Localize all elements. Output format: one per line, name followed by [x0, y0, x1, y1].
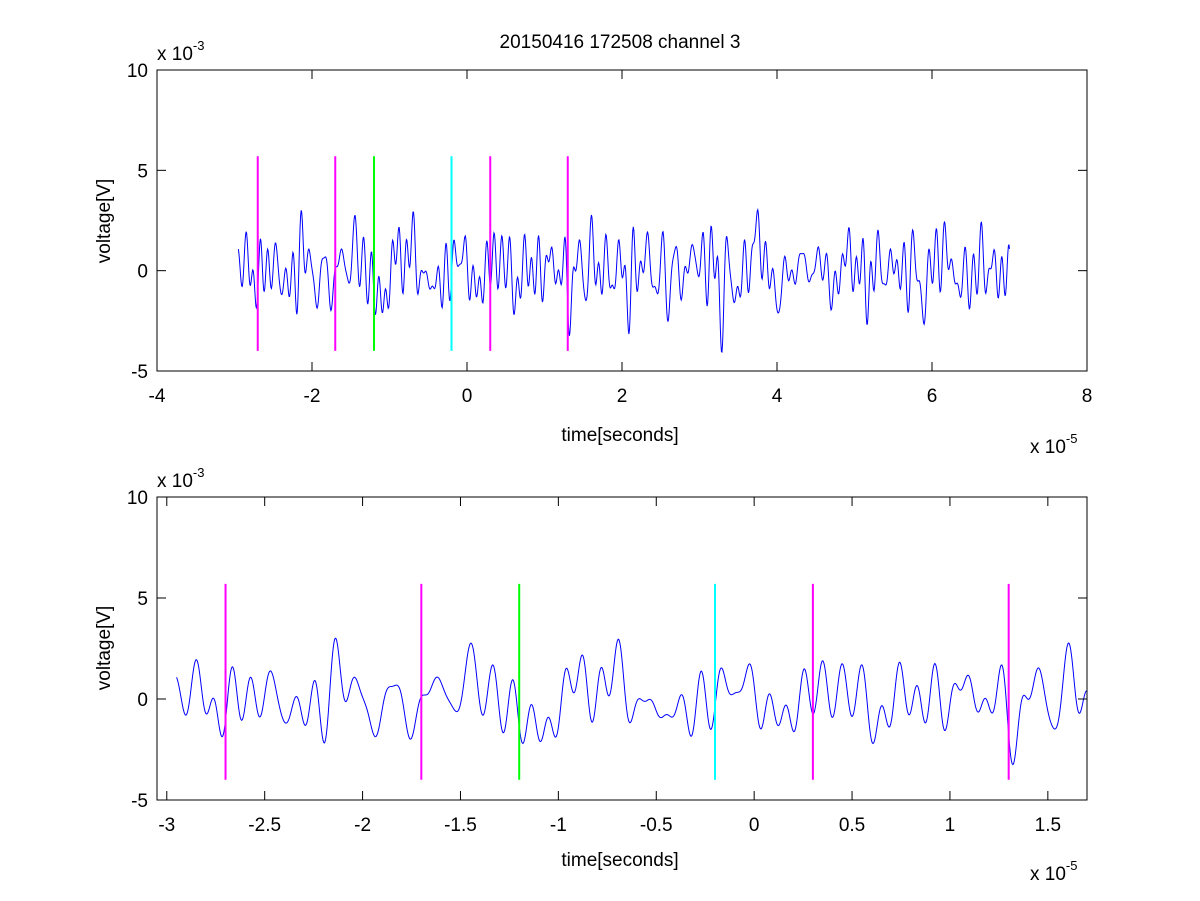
bottom-plot-markers	[224, 583, 1010, 780]
top-plot-xlabel: time[seconds]	[561, 425, 678, 446]
top-plot-ytick-label-0: -5	[131, 362, 148, 383]
bottom-plot-xtick-label-8: 1	[945, 815, 956, 836]
bottom-plot-y-exponent-base: x 10	[157, 471, 193, 492]
bottom-plot-ylabel: voltage[V]	[94, 606, 115, 691]
bottom-plot-x-exponent-power: -5	[1066, 858, 1078, 873]
bottom-plot-xlabel: time[seconds]	[561, 850, 678, 871]
top-plot-series	[237, 208, 1010, 354]
top-plot-xtick-label-2: 0	[462, 386, 473, 407]
bottom-plot-y-exponent-power: -3	[193, 465, 205, 480]
bottom-plot-axes-box	[156, 496, 1088, 801]
top-plot-axes-box	[156, 69, 1088, 372]
top-plot-x-exponent-power: -5	[1066, 431, 1078, 446]
top-plot-xtick-label-4: 4	[772, 386, 783, 407]
top-plot-y-exponent-base: x 10	[157, 44, 193, 65]
bottom-plot: -3 -2.5 -2 -1.5 -1 -0.5 0 0.5 1 1.5 -5 0 5 10 time[se…	[94, 465, 1088, 885]
top-plot-series-line-0	[237, 208, 1010, 354]
bottom-plot-ytick-label-2: 5	[137, 589, 148, 610]
bottom-plot-xtick-label-7: 0.5	[839, 815, 865, 836]
bottom-plot-xtick-label-0: -3	[158, 815, 175, 836]
top-plot-ytick-label-3: 10	[127, 61, 148, 82]
top-plot-x-exponent: x 10-5	[1030, 431, 1077, 458]
top-plot-xtick-label-6: 8	[1082, 386, 1093, 407]
top-plot-x-exponent-base: x 10	[1030, 437, 1066, 458]
bottom-plot-xtick-label-9: 1.5	[1035, 815, 1061, 836]
bottom-plot-x-exponent-base: x 10	[1030, 864, 1066, 885]
top-plot-markers	[256, 156, 569, 351]
top-plot-ytick-label-1: 0	[137, 262, 148, 283]
bottom-plot-xtick-label-1: -2.5	[248, 815, 281, 836]
bottom-plot-y-exponent: x 10-3	[157, 465, 204, 492]
bottom-plot-ytick-label-1: 0	[137, 690, 148, 711]
top-plot-xtick-label-3: 2	[617, 386, 628, 407]
top-plot-xtick-label-1: -2	[304, 386, 321, 407]
bottom-plot-x-exponent: x 10-5	[1030, 858, 1077, 885]
bottom-plot-ytick-label-3: 10	[127, 488, 148, 509]
figure-title: 20150416 172508 channel 3	[500, 32, 741, 53]
bottom-plot-xtick-label-2: -2	[354, 815, 371, 836]
top-plot-ticks: -4 -2 0 2 4 6 8 -5 0 5 10	[127, 61, 1092, 407]
bottom-plot-xtick-label-4: -1	[550, 815, 567, 836]
bottom-plot-ticks: -3 -2.5 -2 -1.5 -1 -0.5 0 0.5 1 1.5 -5 0 5 10	[127, 488, 1087, 836]
top-plot-ytick-label-2: 5	[137, 161, 148, 182]
top-plot-xtick-label-5: 6	[927, 386, 938, 407]
top-plot: -4 -2 0 2 4 6 8 -5 0 5 10 time[seconds] voltage[V]…	[94, 38, 1092, 458]
bottom-plot-series-line-0	[176, 637, 1088, 766]
top-plot-y-exponent-power: -3	[193, 38, 205, 53]
bottom-plot-xtick-label-3: -1.5	[444, 815, 477, 836]
bottom-plot-xtick-label-6: 0	[749, 815, 760, 836]
bottom-plot-ytick-label-0: -5	[131, 791, 148, 812]
bottom-plot-series	[176, 637, 1088, 766]
bottom-plot-xtick-label-5: -0.5	[640, 815, 673, 836]
top-plot-xtick-label-0: -4	[149, 386, 166, 407]
top-plot-y-exponent: x 10-3	[157, 38, 204, 65]
top-plot-ylabel: voltage[V]	[94, 179, 115, 264]
